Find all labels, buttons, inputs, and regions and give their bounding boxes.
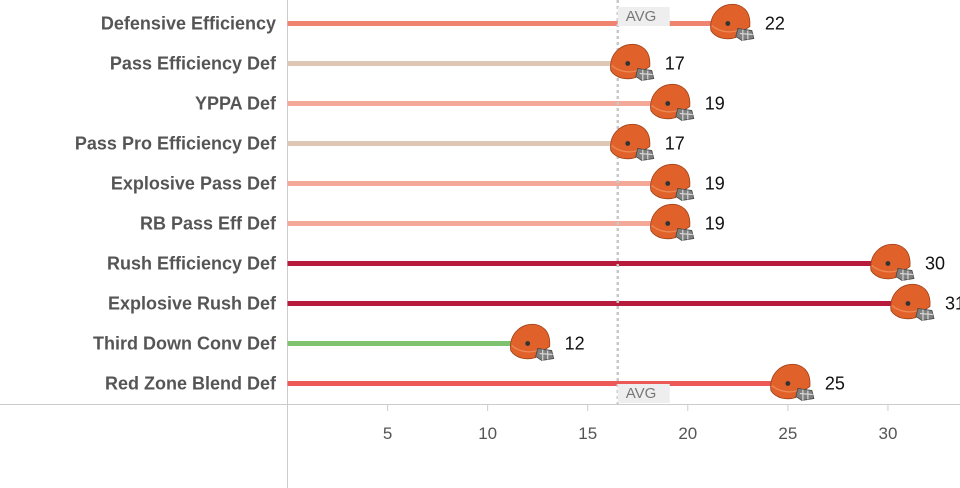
avg-label-background [617,384,670,403]
x-tick-label: 30 [878,424,897,443]
category-label: RB Pass Eff Def [140,214,277,234]
value-label: 12 [565,334,585,354]
football-helmet-icon [649,163,695,202]
category-label: YPPA Def [195,94,277,114]
x-axis-ticks: 5 10 15 20 25 30 [383,404,897,443]
value-label: 17 [665,134,685,154]
x-tick-label: 25 [778,424,797,443]
category-label: Third Down Conv Def [93,334,277,354]
value-label: 31 [945,294,960,314]
bar [287,181,668,186]
category-label: Explosive Pass Def [111,174,277,194]
category-label: Red Zone Blend Def [105,374,277,394]
football-helmet-icon [710,3,755,42]
football-helmet-icon [649,83,695,122]
bar [287,141,628,146]
value-label: 22 [765,14,785,34]
football-helmet-icon [870,243,915,282]
x-tick-label: 10 [478,424,497,443]
football-helmet-icon [649,203,695,242]
football-helmet-icon [890,283,935,322]
avg-label-top: AVG [626,8,657,25]
value-label: 19 [705,214,725,234]
bar [287,381,788,386]
football-helmet-icon [770,363,815,402]
value-label: 25 [825,374,845,394]
category-label: Pass Efficiency Def [110,54,277,74]
bar [287,61,628,66]
value-label: 17 [665,54,685,74]
x-tick-label: 20 [678,424,697,443]
value-label: 19 [705,174,725,194]
x-tick-label: 5 [383,424,392,443]
bar [287,341,528,346]
bar [287,261,888,266]
avg-label-background [617,7,670,26]
avg-label-bottom: AVG [626,385,657,402]
bar [287,101,668,106]
category-label: Explosive Rush Def [108,294,277,314]
football-helmet-icon [609,123,655,162]
bar [287,21,728,26]
value-label: 19 [705,94,725,114]
category-label: Pass Pro Efficiency Def [75,134,277,154]
category-labels: Defensive Efficiency Pass Efficiency Def Y… [75,14,277,394]
bar [287,301,908,306]
x-tick-label: 15 [578,424,597,443]
bars [287,21,908,386]
football-helmet-icon [509,323,555,362]
value-label: 30 [925,254,945,274]
category-label: Defensive Efficiency [101,14,276,34]
bar [287,221,668,226]
category-label: Rush Efficiency Def [107,254,277,274]
